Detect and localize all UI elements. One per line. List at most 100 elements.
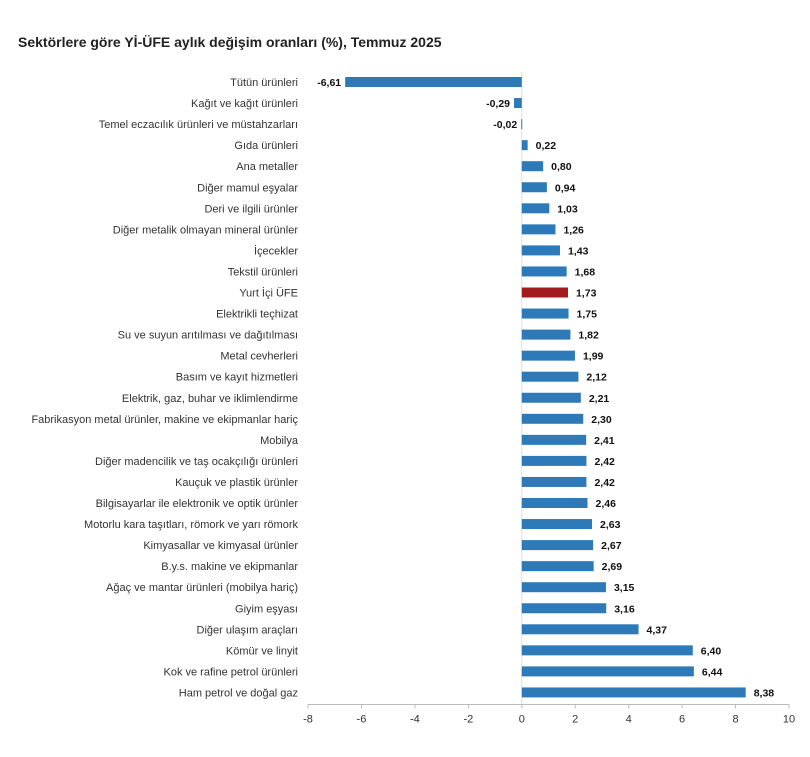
x-tick-label: 2 <box>572 713 578 725</box>
x-tick-label: 4 <box>626 713 632 725</box>
value-label: 4,37 <box>647 624 668 636</box>
value-label: 2,69 <box>602 561 623 573</box>
value-label: 2,46 <box>596 498 617 510</box>
bar <box>345 77 522 87</box>
value-label: 1,68 <box>575 266 596 278</box>
bar <box>521 413 584 424</box>
bar <box>521 266 567 277</box>
bar <box>521 350 575 361</box>
category-label: Diğer ulaşım araçları <box>197 624 298 636</box>
bar <box>521 624 639 635</box>
value-label: 2,42 <box>594 477 615 489</box>
bar <box>521 161 544 172</box>
category-label: Ham petrol ve doğal gaz <box>179 687 298 699</box>
x-tick-label: 0 <box>519 713 525 725</box>
category-label: Yurt İçi ÜFE <box>239 287 298 300</box>
value-label: 1,75 <box>577 309 598 321</box>
bar <box>521 140 528 151</box>
category-label: Kok ve rafine petrol ürünleri <box>163 666 298 678</box>
value-label: 6,40 <box>701 645 722 657</box>
chart-title: Sektörlere göre Yİ-ÜFE aylık değişim ora… <box>18 34 442 50</box>
category-label: Fabrikasyon metal ürünler, makine ve eki… <box>31 414 298 426</box>
category-label: Diğer metalik olmayan mineral ürünler <box>113 224 299 236</box>
x-tick-label: 6 <box>679 713 685 725</box>
value-label: 2,12 <box>586 372 607 384</box>
category-label: İçecekler <box>254 244 298 257</box>
category-label: Kimyasallar ve kimyasal ürünler <box>143 540 298 552</box>
bar <box>521 498 588 508</box>
value-label: 1,03 <box>557 203 578 215</box>
bar <box>521 392 581 403</box>
category-label: Elektrikli teçhizat <box>216 309 298 321</box>
value-label: 6,44 <box>702 666 723 678</box>
value-label: 1,43 <box>568 245 589 257</box>
category-label: Gıda ürünleri <box>234 140 298 152</box>
value-label: 3,15 <box>614 582 635 594</box>
category-label: Deri ve ilgili ürünler <box>204 203 298 215</box>
category-label: Mobilya <box>260 435 299 447</box>
value-label: -0,29 <box>486 98 510 110</box>
category-label: Kömür ve linyit <box>226 645 298 657</box>
category-label: Tekstil ürünleri <box>228 266 298 278</box>
bar <box>521 687 746 698</box>
bar <box>521 224 556 235</box>
category-label: B.y.s. makine ve ekipmanlar <box>161 561 298 573</box>
value-label: 0,80 <box>551 161 572 173</box>
category-label: Diğer madencilik ve taş ocakçılığı ürünl… <box>95 456 298 468</box>
x-tick-label: -6 <box>357 713 367 725</box>
x-tick-label: 10 <box>783 713 795 725</box>
bar <box>521 666 694 677</box>
bar <box>521 182 547 193</box>
bar <box>521 434 587 445</box>
category-label: Ana metaller <box>236 161 298 173</box>
category-label: Giyim eşyası <box>235 603 298 615</box>
bar <box>521 245 560 256</box>
category-label: Metal cevherleri <box>220 351 298 363</box>
value-label: 2,41 <box>594 435 615 447</box>
value-label: -0,02 <box>493 119 517 131</box>
bar <box>521 287 569 298</box>
bar <box>514 98 522 109</box>
category-label: Diğer mamul eşyalar <box>197 182 298 194</box>
bar <box>521 371 579 382</box>
bar <box>521 203 550 214</box>
category-label: Su ve suyun arıtılması ve dağıtılması <box>118 330 298 342</box>
x-tick-label: 8 <box>732 713 738 725</box>
value-label: 1,26 <box>563 224 584 236</box>
category-label: Motorlu kara taşıtları, römork ve yarı r… <box>84 519 298 531</box>
bar <box>521 519 593 530</box>
bar <box>521 603 607 614</box>
category-label: Basım ve kayıt hizmetleri <box>176 372 298 384</box>
value-label: 2,30 <box>591 414 612 426</box>
value-label: 0,94 <box>555 182 576 194</box>
x-tick-label: -4 <box>410 713 420 725</box>
x-tick-label: -8 <box>303 713 313 725</box>
value-label: 2,21 <box>589 393 610 405</box>
bar <box>521 540 594 551</box>
bar <box>521 561 594 572</box>
value-label: 2,42 <box>594 456 615 468</box>
value-label: 2,63 <box>600 519 621 531</box>
bar <box>521 119 523 130</box>
category-label: Tütün ürünleri <box>230 77 298 89</box>
bar <box>521 582 606 593</box>
x-tick-label: -2 <box>463 713 473 725</box>
category-label: Kağıt ve kağıt ürünleri <box>191 98 298 110</box>
value-label: 8,38 <box>754 687 775 699</box>
value-label: 3,16 <box>614 603 635 615</box>
value-label: 1,99 <box>583 351 604 363</box>
bar <box>521 645 693 656</box>
value-label: 0,22 <box>536 140 557 152</box>
value-label: 2,67 <box>601 540 622 552</box>
value-label: 1,82 <box>578 330 599 342</box>
bar <box>521 455 587 466</box>
category-label: Kauçuk ve plastik ürünler <box>175 477 298 489</box>
value-label: -6,61 <box>317 77 341 89</box>
value-label: 1,73 <box>576 288 597 300</box>
category-label: Elektrik, gaz, buhar ve iklimlendirme <box>122 393 298 405</box>
bar <box>521 476 587 487</box>
bar <box>521 329 571 340</box>
category-label: Bilgisayarlar ile elektronik ve optik ür… <box>96 498 299 510</box>
category-label: Ağaç ve mantar ürünleri (mobilya hariç) <box>106 582 298 594</box>
